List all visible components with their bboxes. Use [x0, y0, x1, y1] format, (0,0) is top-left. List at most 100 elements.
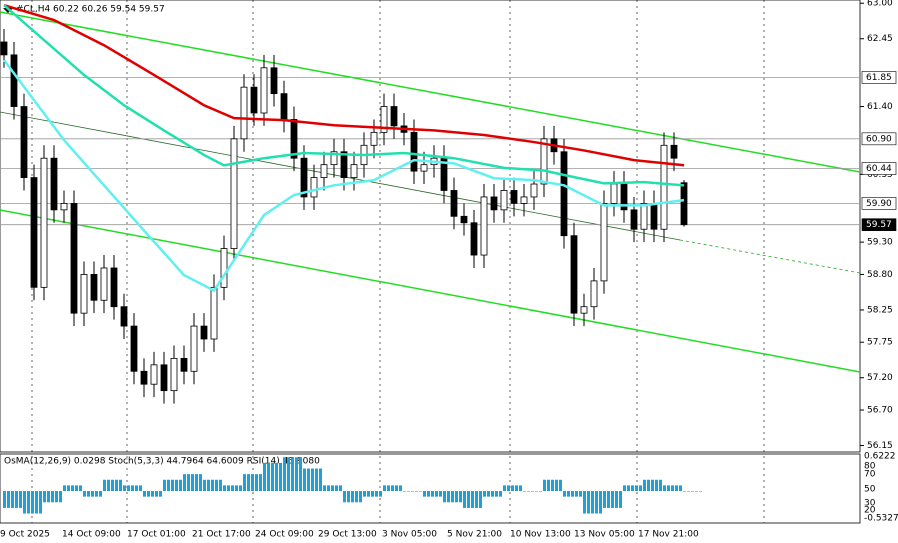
osma-bar — [647, 479, 650, 492]
osma-bar — [23, 491, 26, 514]
candle-body — [10, 54, 18, 107]
osma-bar — [3, 491, 6, 508]
osma-bar — [539, 491, 542, 492]
osma-bar — [103, 479, 106, 492]
indicator-axis-label: 70 — [864, 470, 876, 480]
osma-bar — [687, 491, 690, 492]
osma-bar — [311, 468, 314, 492]
osma-bar — [371, 491, 374, 497]
osma-bar — [363, 491, 366, 497]
osma-bar — [187, 474, 190, 492]
x-tick-label: 9 Oct 2025 — [0, 530, 50, 540]
osma-bar — [147, 491, 150, 497]
osma-bar — [303, 468, 306, 492]
level-box — [861, 197, 897, 210]
osma-bar — [447, 491, 450, 503]
osma-bar — [519, 485, 522, 492]
candle-body — [590, 280, 598, 308]
osma-bar — [503, 485, 506, 492]
moving-average — [2, 59, 685, 293]
osma-bar — [575, 491, 578, 497]
osma-bar — [155, 491, 158, 497]
osma-bar — [559, 479, 562, 492]
osma-bar — [383, 485, 386, 492]
osma-bar — [443, 491, 446, 503]
osma-bar — [631, 485, 634, 492]
level-label: 59.57 — [866, 220, 892, 230]
channel-mid-ext — [679, 239, 861, 274]
osma-bar — [431, 491, 434, 497]
osma-bar — [463, 491, 466, 508]
osma-bar — [583, 491, 586, 514]
candle-body — [290, 119, 298, 159]
level-box — [861, 218, 897, 232]
candle-body — [520, 196, 528, 204]
osma-bar — [587, 491, 590, 514]
osma-bar — [391, 485, 394, 492]
candle-body — [190, 325, 198, 372]
osma-bar — [307, 468, 310, 492]
osma-bar — [115, 479, 118, 492]
osma-bar — [143, 491, 146, 497]
osma-bar — [55, 491, 58, 503]
candle-body — [620, 183, 628, 211]
osma-bar — [159, 491, 162, 497]
osma-bar — [659, 479, 662, 492]
osma-bar — [119, 479, 122, 492]
candle-body — [70, 202, 78, 314]
candle-body — [130, 325, 138, 372]
osma-bar — [327, 485, 330, 492]
x-tick-label: 21 Oct 17:00 — [192, 530, 251, 540]
candle-body — [230, 138, 238, 249]
osma-bar — [555, 479, 558, 492]
osma-bar — [379, 491, 382, 497]
osma-bar — [59, 491, 62, 503]
candle-body — [330, 151, 338, 166]
candle-body — [670, 144, 678, 159]
osma-bar — [95, 491, 98, 497]
indicator-axis-label: -0.5327 — [864, 514, 898, 524]
osma-bar — [599, 491, 602, 514]
osma-bar — [167, 479, 170, 492]
osma-bar — [99, 491, 102, 497]
channel-line — [0, 11, 861, 173]
osma-bar — [683, 491, 686, 492]
osma-bar — [423, 491, 426, 497]
candle-body — [680, 182, 688, 226]
level-label: 60.90 — [866, 134, 892, 144]
y-tick-label: 56.70 — [867, 406, 893, 416]
osma-bar — [203, 479, 206, 492]
candle-body — [90, 274, 98, 301]
candle-body — [170, 357, 178, 392]
x-tick-label: 29 Oct 13:00 — [318, 530, 377, 540]
osma-bar — [699, 491, 702, 492]
y-tick-label: 60.35 — [867, 170, 893, 180]
osma-bar — [547, 479, 550, 492]
candle-body — [240, 86, 248, 140]
candle-body — [120, 306, 128, 327]
candle-body — [560, 151, 568, 237]
osma-bar — [627, 485, 630, 492]
osma-bar — [315, 468, 318, 492]
candle-body — [20, 106, 28, 178]
x-tick-label: 17 Nov 21:00 — [638, 530, 699, 540]
osma-bar — [251, 474, 254, 492]
osma-bar — [359, 491, 362, 503]
osma-bar — [471, 491, 474, 508]
x-tick-label: 14 Oct 09:00 — [62, 530, 121, 540]
x-tick-label: 13 Nov 05:00 — [574, 530, 635, 540]
indicator-axis-label: 80 — [864, 462, 876, 472]
candle-body — [320, 164, 328, 178]
osma-bar — [195, 474, 198, 492]
indicator-panel — [0, 453, 861, 524]
x-tick-label: 5 Nov 21:00 — [447, 530, 502, 540]
osma-bar — [399, 485, 402, 492]
osma-bar — [531, 491, 534, 492]
osma-bar — [127, 485, 130, 492]
osma-bar — [595, 491, 598, 514]
osma-bar — [19, 491, 22, 508]
candle-body — [180, 357, 188, 372]
osma-bar — [267, 462, 270, 492]
osma-bar — [639, 485, 642, 492]
